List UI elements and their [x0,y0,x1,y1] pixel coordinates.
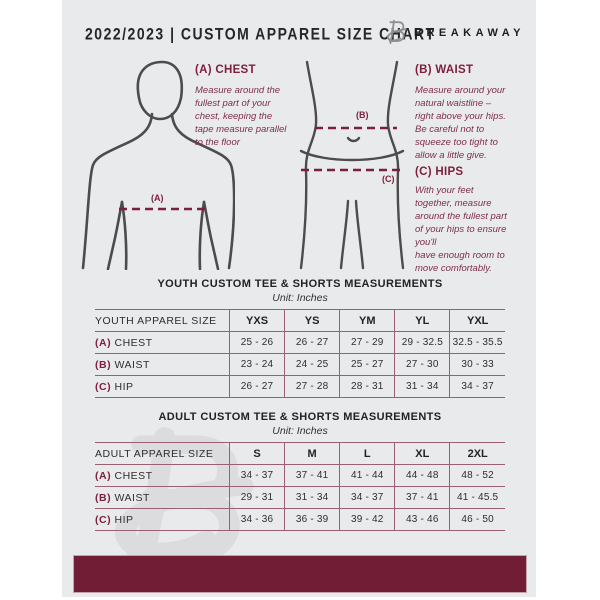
row-measure: CHEST [114,336,153,349]
youth-table-unit: Unit: Inches [272,292,328,304]
chest-instruction-text: Measure around the fullest part of your … [195,85,287,148]
row-key: (A) [95,336,112,349]
measurement-cell: 37 - 41 [394,486,450,509]
chest-instruction-heading: (A) CHEST [195,64,256,76]
row-measure: HIP [114,380,134,393]
row-key: (C) [95,380,112,393]
footer-accent-bar [73,555,527,593]
measurement-cell: 43 - 46 [394,508,450,531]
breakaway-logo-icon [387,19,407,45]
youth-size-col: YXS [228,309,285,332]
measurement-cell: 34 - 37 [228,464,285,487]
measurement-cell: 46 - 50 [449,508,505,531]
adult-chest-row: (A) CHEST 34 - 37 37 - 41 41 - 44 44 - 4… [95,464,505,487]
measurement-cell: 23 - 24 [228,353,285,376]
youth-hip-row: (C) HIP 26 - 27 27 - 28 28 - 31 31 - 34 … [95,375,505,398]
measurement-cell: 27 - 29 [339,331,395,354]
measurement-cell: 26 - 27 [284,331,340,354]
measurement-cell: 34 - 36 [228,508,285,531]
measurement-cell: 29 - 32.5 [394,331,450,354]
measurement-cell: 27 - 30 [394,353,450,376]
youth-size-col: YL [394,309,450,332]
youth-size-label-header: YOUTH APPAREL SIZE [95,314,217,327]
measurement-cell: 31 - 34 [394,375,450,398]
row-key: (B) [95,358,112,371]
measurement-cell: 37 - 41 [284,464,340,487]
measurement-cell: 34 - 37 [449,375,505,398]
measurement-cell: 29 - 31 [228,486,285,509]
youth-waist-row: (B) WAIST 23 - 24 24 - 25 25 - 27 27 - 3… [95,353,505,376]
row-label: (C) HIP [95,509,230,531]
adult-header-row: ADULT APPAREL SIZE S M L XL 2XL [95,442,505,465]
row-measure: HIP [114,513,134,526]
measurement-cell: 41 - 45.5 [449,486,505,509]
measurement-cell: 31 - 34 [284,486,340,509]
youth-chest-row: (A) CHEST 25 - 26 26 - 27 27 - 29 29 - 3… [95,331,505,354]
adult-waist-row: (B) WAIST 29 - 31 31 - 34 34 - 37 37 - 4… [95,486,505,509]
measurement-cell: 30 - 33 [449,353,505,376]
adult-size-col: XL [394,442,450,465]
row-label: (B) WAIST [95,354,230,376]
measurement-cell: 41 - 44 [339,464,395,487]
adult-size-label-header: ADULT APPAREL SIZE [95,447,214,460]
brand-name: BREAKAWAY [414,27,525,39]
youth-size-col: YXL [449,309,505,332]
measurement-cell: 34 - 37 [339,486,395,509]
measurement-cell: 27 - 28 [284,375,340,398]
adult-size-col: 2XL [449,442,505,465]
waist-diagram-label: (B) [356,110,369,120]
measurement-cell: 32.5 - 35.5 [449,331,505,354]
row-measure: WAIST [114,491,150,504]
adult-size-col: L [339,442,395,465]
row-label: (C) HIP [95,376,230,398]
hips-instruction-heading: (C) HIPS [415,166,464,178]
measurement-cell: 36 - 39 [284,508,340,531]
adult-size-table: ADULT APPAREL SIZE S M L XL 2XL (A) CHES… [95,442,505,531]
row-key: (B) [95,491,112,504]
youth-size-col: YM [339,309,395,332]
measurement-cell: 25 - 27 [339,353,395,376]
row-measure: CHEST [114,469,153,482]
measurement-cell: 44 - 48 [394,464,450,487]
row-label: (B) WAIST [95,487,230,509]
measurement-cell: 48 - 52 [449,464,505,487]
waist-instruction-text: Measure around your natural waistline – … [415,85,506,161]
torso-diagram [81,60,235,270]
page-title: 2022/2023 | CUSTOM APPAREL SIZE CHART [85,24,436,44]
youth-size-table: YOUTH APPAREL SIZE YXS YS YM YL YXL (A) … [95,309,505,398]
measurement-cell: 28 - 31 [339,375,395,398]
chest-diagram-label: (A) [151,193,164,203]
hips-diagram-label: (C) [382,174,395,184]
adult-table-unit: Unit: Inches [272,425,328,437]
adult-size-col: S [228,442,285,465]
row-key: (C) [95,513,112,526]
row-label: (A) CHEST [95,465,230,487]
adult-hip-row: (C) HIP 34 - 36 36 - 39 39 - 42 43 - 46 … [95,508,505,531]
adult-size-col: M [284,442,340,465]
hips-diagram [299,60,405,270]
row-measure: WAIST [114,358,150,371]
measurement-cell: 26 - 27 [228,375,285,398]
measurement-cell: 25 - 26 [228,331,285,354]
measurement-cell: 24 - 25 [284,353,340,376]
hips-instruction-text: With your feet together, measure around … [415,185,507,274]
row-label: (A) CHEST [95,332,230,354]
youth-size-col: YS [284,309,340,332]
page-title-text: 2022/2023 | CUSTOM APPAREL SIZE CHART [85,24,436,44]
adult-table-title: ADULT CUSTOM TEE & SHORTS MEASUREMENTS [158,411,442,423]
youth-header-row: YOUTH APPAREL SIZE YXS YS YM YL YXL [95,309,505,332]
row-key: (A) [95,469,112,482]
measurement-cell: 39 - 42 [339,508,395,531]
waist-instruction-heading: (B) WAIST [415,64,474,76]
youth-table-title: YOUTH CUSTOM TEE & SHORTS MEASUREMENTS [157,278,443,290]
